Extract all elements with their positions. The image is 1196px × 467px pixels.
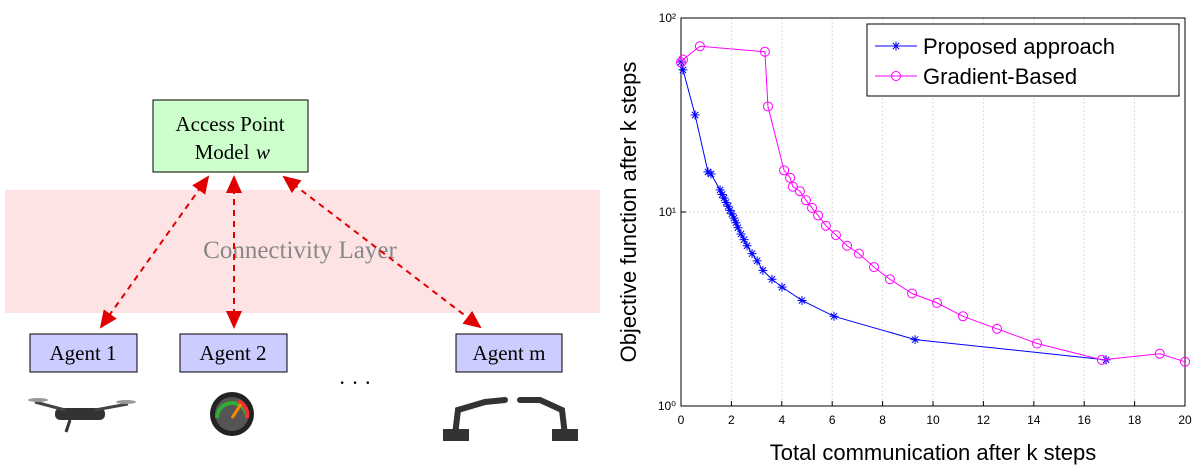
x-axis-title: Total communication after k steps (770, 440, 1096, 465)
marker (752, 256, 762, 266)
marker (884, 274, 895, 285)
marker (747, 249, 757, 259)
access-point-box (152, 99, 309, 173)
x-tick-label: 8 (879, 413, 886, 427)
marker (794, 186, 805, 197)
y-tick-label: 10⁰ (658, 399, 676, 413)
marker (762, 101, 773, 112)
marker (719, 193, 729, 203)
agent-box (179, 333, 288, 373)
marker (767, 274, 777, 284)
marker (703, 167, 713, 177)
marker (678, 54, 689, 65)
marker (869, 262, 880, 273)
link (282, 175, 482, 329)
marker (1154, 348, 1165, 359)
marker (1180, 356, 1190, 367)
x-tick-label: 14 (1027, 413, 1041, 427)
legend-box (866, 23, 1180, 97)
marker (800, 195, 811, 206)
agent-box (455, 333, 563, 373)
x-tick-label: 18 (1128, 413, 1142, 427)
legend-label: Proposed approach (923, 34, 1115, 59)
marker (736, 229, 746, 239)
marker (727, 209, 737, 219)
marker (797, 295, 807, 305)
marker (992, 323, 1003, 334)
marker (739, 235, 749, 245)
marker (779, 165, 790, 176)
marker (721, 197, 731, 207)
series-line (680, 45, 1186, 363)
x-tick-label: 4 (778, 413, 785, 427)
x-tick-label: 12 (977, 413, 991, 427)
plot-border (680, 17, 1186, 407)
marker (676, 57, 686, 68)
marker (807, 202, 818, 213)
marker (1096, 354, 1107, 365)
marker (829, 311, 839, 321)
agent-label: Agent m (473, 341, 546, 365)
y-tick-label: 10¹ (659, 205, 676, 219)
marker (907, 288, 918, 299)
marker (820, 220, 831, 231)
marker (957, 311, 968, 322)
chart: 0 2 4 6 8 10 12 14 16 18 20 10⁰ 10¹ 10² Proposed appro… (658, 11, 1192, 427)
marker (785, 172, 796, 183)
marker (759, 46, 770, 57)
link (99, 175, 210, 329)
model-label: Model (195, 140, 250, 164)
access-point-label: Access Point (175, 112, 284, 136)
drone-icon (28, 398, 136, 433)
marker (694, 41, 705, 52)
marker (725, 205, 735, 215)
marker (830, 230, 841, 241)
marker (758, 265, 768, 275)
marker (715, 185, 725, 195)
marker (678, 65, 688, 75)
x-tick-label: 6 (829, 413, 836, 427)
marker (733, 223, 743, 233)
gauge-icon (210, 392, 254, 436)
marker (731, 218, 741, 228)
marker (932, 297, 943, 308)
agent-box (29, 333, 138, 373)
links (99, 175, 482, 329)
agent-label: Agent 2 (199, 341, 266, 365)
marker (891, 71, 901, 81)
marker (742, 241, 752, 251)
y-tick-label: 10² (659, 11, 676, 25)
marker (891, 41, 901, 51)
marker (842, 240, 853, 251)
marker (717, 190, 727, 200)
marker (690, 110, 700, 120)
ellipsis: · · · (339, 370, 372, 395)
x-tick-label: 2 (728, 413, 735, 427)
robot-arms-icon (443, 397, 578, 441)
marker (787, 181, 798, 192)
layer-label: Connectivity Layer (203, 237, 397, 264)
marker (813, 210, 824, 221)
marker (777, 282, 787, 292)
marker (910, 335, 920, 345)
marker (706, 169, 716, 179)
x-tick-label: 20 (1178, 413, 1192, 427)
model-var: w (256, 140, 270, 164)
x-tick-label: 10 (926, 413, 940, 427)
x-tick-label: 0 (678, 413, 685, 427)
y-axis-title: Objective function after k steps (616, 62, 641, 363)
marker (723, 201, 733, 211)
marker (1032, 338, 1043, 349)
marker (853, 248, 864, 259)
x-tick-label: 16 (1078, 413, 1092, 427)
agent-label: Agent 1 (49, 341, 116, 365)
legend-label: Gradient-Based (923, 64, 1077, 89)
marker (729, 213, 739, 223)
